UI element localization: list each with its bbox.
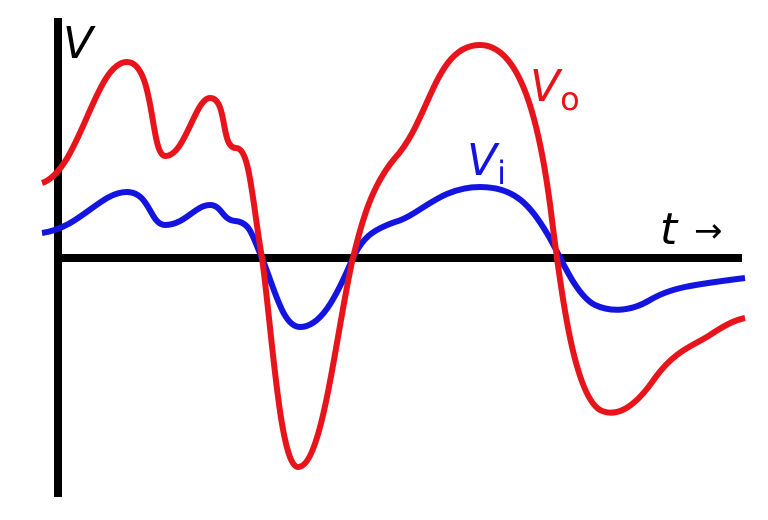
input-label: Vi: [467, 135, 506, 192]
x-axis-arrow: →: [694, 211, 723, 251]
y-axis-label: V: [63, 18, 96, 69]
output-signal-curve: [40, 42, 746, 470]
x-axis-label: t: [660, 204, 679, 255]
output-label-main: V: [530, 61, 563, 112]
input-signal-curve: [41, 184, 746, 330]
output-label: Vo: [530, 61, 580, 118]
output-label-sub: o: [560, 80, 580, 118]
input-label-main: V: [467, 135, 500, 186]
input-label-sub: i: [497, 154, 506, 192]
